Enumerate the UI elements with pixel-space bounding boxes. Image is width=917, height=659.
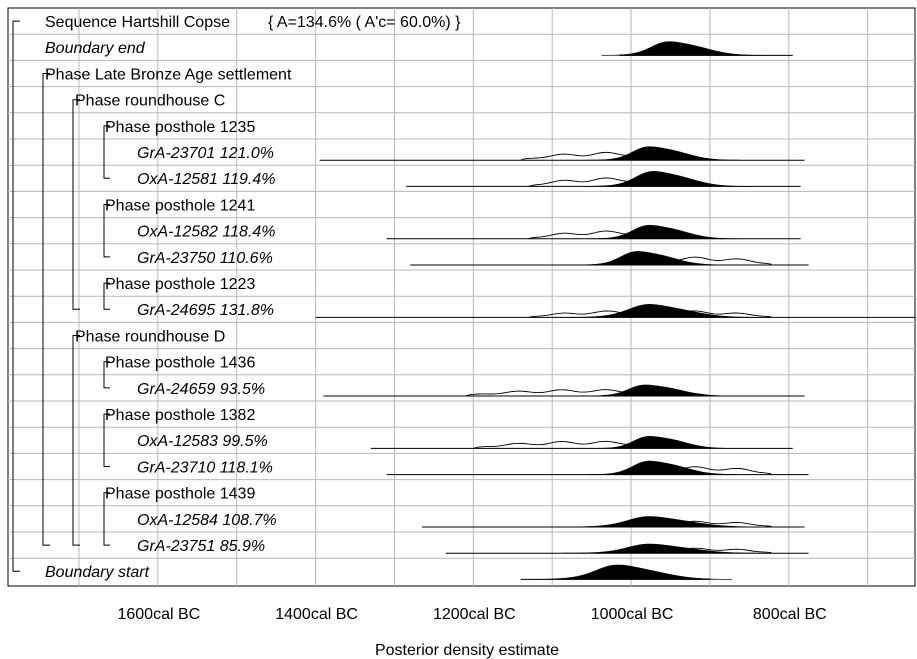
date-label: GrA-23710 118.1%	[137, 459, 273, 476]
grid-vertical	[78, 8, 869, 586]
posterior-distribution	[586, 146, 739, 161]
posterior-distribution	[582, 384, 735, 397]
date-label: GrA-23701 121.0%	[137, 145, 274, 162]
date-label: GrA-23751 85.9%	[137, 538, 265, 555]
date-label: OxA-12583 99.5%	[137, 433, 268, 450]
phase-bracket	[103, 204, 110, 258]
date-label: OxA-12582 118.4%	[137, 224, 275, 241]
x-tick-label: 1000cal BC	[591, 606, 674, 623]
x-tick-label: 1600cal BC	[117, 606, 200, 623]
phase-label: Phase roundhouse C	[75, 93, 225, 110]
date-label: GrA-23750 110.6%	[137, 250, 273, 267]
posterior-distribution	[574, 251, 727, 266]
posterior-distribution	[585, 171, 748, 187]
sequence-agreement: { A=134.6% ( A'c= 60.0%) }	[268, 14, 461, 31]
phase-label: Phase roundhouse D	[75, 328, 225, 345]
x-tick-label: 1200cal BC	[433, 606, 516, 623]
phase-label: Phase posthole 1241	[105, 197, 255, 214]
date-label: OxA-12584 108.7%	[137, 512, 277, 529]
posterior-distribution	[586, 224, 739, 240]
date-label: GrA-24695 131.8%	[137, 302, 274, 319]
x-tick-label: 800cal BC	[753, 606, 827, 623]
posterior-distribution	[529, 564, 733, 580]
grid-horizontal	[8, 33, 915, 559]
posterior-distribution	[561, 543, 764, 554]
date-label: Boundary start	[45, 564, 150, 581]
phase-brackets	[12, 20, 110, 572]
phase-label: Sequence Hartshill Copse	[45, 14, 230, 31]
distributions	[315, 41, 915, 580]
plot-frame	[7, 7, 916, 587]
x-tick-label: 1400cal BC	[275, 606, 358, 623]
phase-bracket	[103, 282, 110, 310]
phase-label: Phase posthole 1223	[105, 276, 255, 293]
posterior-distribution	[586, 460, 739, 475]
date-label: OxA-12581 119.4%	[137, 171, 275, 188]
phase-bracket	[72, 99, 80, 310]
phase-bracket	[72, 335, 80, 546]
phase-label: Phase posthole 1235	[105, 119, 255, 136]
phase-label: Phase posthole 1436	[105, 355, 255, 372]
phase-label: Phase Late Bronze Age settlement	[45, 66, 292, 83]
phase-label: Phase posthole 1382	[105, 407, 255, 424]
row-labels: Sequence Hartshill Copse { A=134.6% ( A'c…	[45, 14, 461, 581]
x-axis-ticks: 1600cal BC 1400cal BC 1200cal BC 1000cal BC…	[117, 606, 826, 623]
phase-bracket	[103, 492, 110, 546]
phase-label: Phase posthole 1439	[105, 486, 255, 503]
posterior-distribution	[561, 516, 764, 528]
phase-bracket	[103, 413, 110, 467]
date-label: Boundary end	[45, 40, 146, 57]
posterior-distribution	[591, 436, 734, 449]
posterior-distribution	[566, 304, 760, 318]
phase-bracket	[103, 361, 110, 389]
phase-bracket	[12, 20, 20, 572]
phase-bracket	[103, 125, 110, 179]
posterior-distribution	[601, 41, 764, 56]
x-axis-title: Posterior density estimate	[375, 642, 559, 659]
date-label: GrA-24659 93.5%	[137, 381, 265, 398]
phase-bracket	[42, 73, 50, 546]
